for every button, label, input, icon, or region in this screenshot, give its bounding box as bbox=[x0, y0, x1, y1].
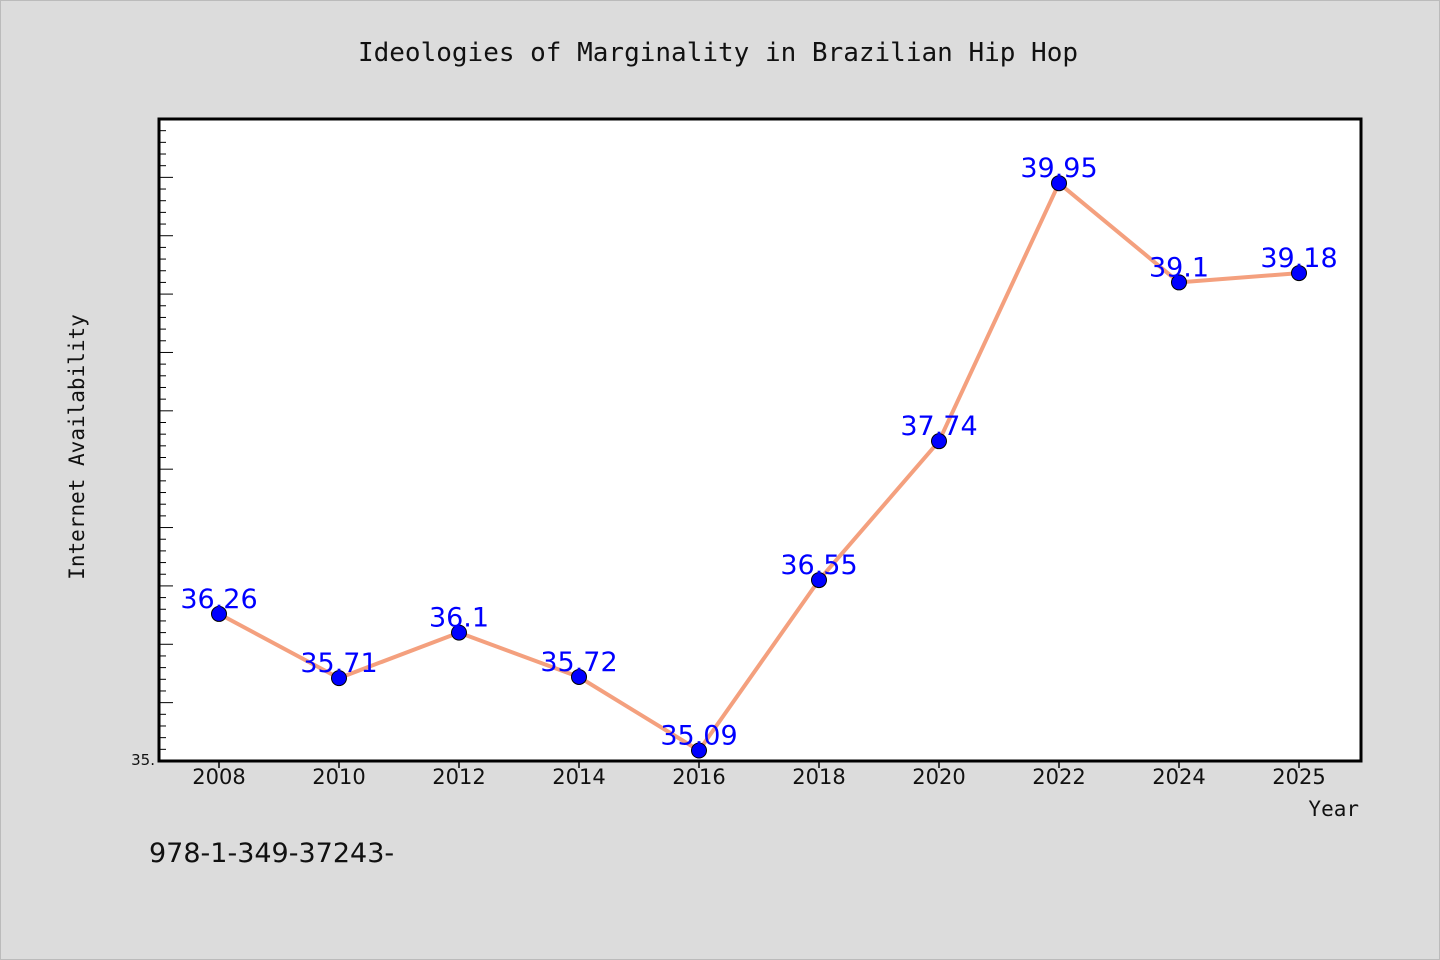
series-line bbox=[217, 181, 1301, 753]
x-tick-label: 2014 bbox=[552, 765, 605, 789]
data-point bbox=[811, 572, 827, 589]
data-label: 37.74 bbox=[900, 411, 977, 442]
plot-frame bbox=[157, 117, 1363, 763]
x-axis-label: Year bbox=[1308, 797, 1359, 821]
x-tick-label: 2022 bbox=[1032, 765, 1085, 789]
data-point bbox=[1291, 265, 1307, 282]
marker-layer bbox=[211, 175, 1307, 759]
x-tick-label: 2010 bbox=[312, 765, 365, 789]
data-label: 36.26 bbox=[180, 584, 257, 615]
data-point bbox=[1051, 175, 1067, 192]
data-point bbox=[451, 624, 467, 641]
data-label: 39.95 bbox=[1020, 153, 1097, 184]
x-tick-label: 2024 bbox=[1152, 765, 1205, 789]
x-tick-label: 2018 bbox=[792, 765, 845, 789]
data-point bbox=[691, 742, 707, 759]
data-label: 35.09 bbox=[660, 720, 737, 751]
x-tick-label: 2016 bbox=[672, 765, 725, 789]
data-label: 39.18 bbox=[1260, 243, 1337, 274]
x-tick-label: 2008 bbox=[192, 765, 245, 789]
plot-area bbox=[159, 119, 1361, 761]
data-point bbox=[931, 433, 947, 450]
data-point bbox=[571, 668, 587, 685]
y-tick-label: 35. bbox=[131, 751, 155, 769]
x-tick-label: 2025 bbox=[1272, 765, 1325, 789]
footer-code: 978-1-349-37243- bbox=[149, 838, 394, 869]
data-label: 35.71 bbox=[300, 648, 377, 679]
data-point bbox=[211, 605, 227, 622]
data-label-layer: 36.26 35.71 36.1 35.72 35.09 36.55 37.74 39.95 3… bbox=[180, 153, 1337, 751]
y-axis-label: Internet Availability bbox=[65, 314, 89, 580]
chart-title: Ideologies of Marginality in Brazilian H… bbox=[358, 38, 1078, 68]
data-point bbox=[331, 670, 347, 687]
series-layer bbox=[217, 181, 1301, 753]
data-label: 39.1 bbox=[1149, 252, 1209, 283]
x-axis-ticks: 2008 2010 2012 2014 2016 2018 2020 2022 2024 2025 bbox=[192, 761, 1326, 789]
data-label: 35.72 bbox=[540, 647, 617, 678]
data-label: 36.1 bbox=[429, 603, 489, 634]
data-label: 36.55 bbox=[780, 550, 857, 581]
x-tick-label: 2012 bbox=[432, 765, 485, 789]
data-point bbox=[1171, 274, 1187, 291]
x-tick-label: 2020 bbox=[912, 765, 965, 789]
